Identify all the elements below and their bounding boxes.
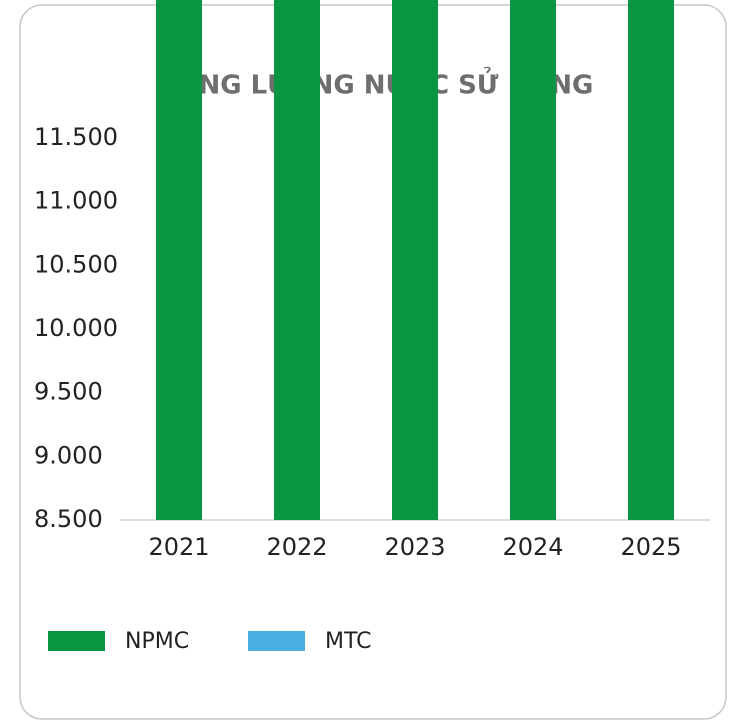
legend-swatch bbox=[248, 631, 305, 651]
legend-swatch bbox=[48, 631, 105, 651]
y-tick-label: 10.000 bbox=[34, 314, 118, 342]
y-tick-label: 9.500 bbox=[34, 378, 103, 406]
x-tick-label: 2025 bbox=[620, 533, 681, 561]
y-tick-label: 8.500 bbox=[34, 505, 103, 533]
x-tick-label: 2021 bbox=[148, 533, 209, 561]
y-tick-label: 11.500 bbox=[34, 123, 118, 151]
bar-segment bbox=[156, 0, 202, 521]
x-tick-label: 2024 bbox=[502, 533, 563, 561]
y-tick-label: 9.000 bbox=[34, 441, 103, 469]
y-tick-label: 11.000 bbox=[34, 187, 118, 215]
bar-segment bbox=[628, 0, 674, 520]
y-tick-label: 10.500 bbox=[34, 250, 118, 278]
bar-segment bbox=[510, 0, 556, 520]
x-tick-label: 2023 bbox=[384, 533, 445, 561]
bar-segment bbox=[392, 0, 438, 520]
legend-label: MTC bbox=[325, 629, 372, 654]
bar-segment bbox=[274, 0, 320, 520]
card bbox=[19, 4, 727, 720]
x-tick-label: 2022 bbox=[266, 533, 327, 561]
legend-label: NPMC bbox=[125, 629, 189, 654]
